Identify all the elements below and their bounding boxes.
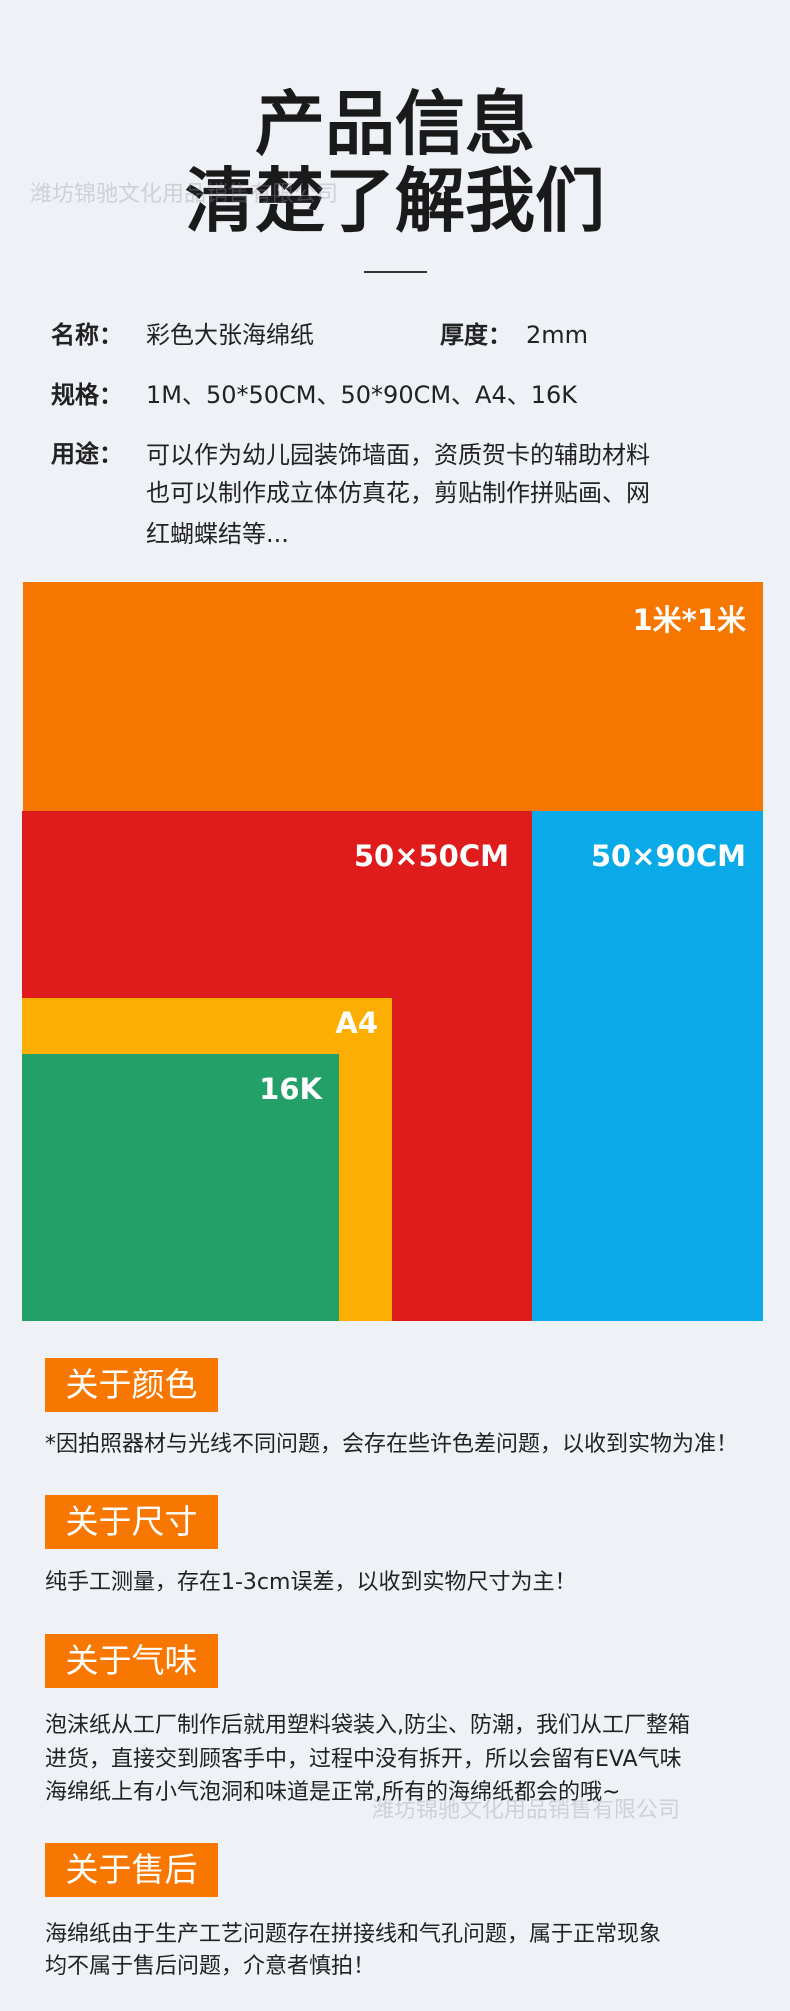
info-label: 用途： (51, 440, 123, 468)
section-text: 进货，直接交到顾客手中，过程中没有拆开，所以会留有EVA气味 (45, 1747, 682, 1772)
title-line: 清楚了解我们 (185, 160, 605, 242)
size-label: 50×50CM (353, 839, 509, 873)
info-value: 可以作为幼儿园装饰墙面，资质贺卡的辅助材料 (146, 441, 650, 469)
info-value: 2mm (526, 321, 589, 349)
size-green (22, 1054, 339, 1321)
info-label: 规格： (51, 381, 123, 409)
title-line: 产品信息 (255, 83, 535, 165)
info-value: 红蝴蝶结等... (146, 520, 289, 548)
section-text: 海绵纸由于生产工艺问题存在拼接线和气孔问题，属于正常现象 (45, 1922, 662, 1947)
info-value: 彩色大张海绵纸 (146, 321, 314, 349)
size-blue (532, 811, 763, 1321)
size-label: 16K (259, 1072, 322, 1106)
section-heading: 关于气味 (45, 1634, 218, 1688)
info-value: 也可以制作成立体仿真花，剪贴制作拼贴画、网 (146, 479, 650, 507)
section-heading: 关于售后 (45, 1843, 218, 1897)
size-label: A4 (335, 1006, 378, 1040)
watermark: 潍坊锦驰文化用品销售有限公司 (30, 182, 339, 207)
info-label: 名称： (51, 321, 123, 349)
size-orange (23, 582, 763, 811)
divider (364, 271, 427, 273)
section-text: *因拍照器材与光线不同问题，会存在些许色差问题，以收到实物为准！ (45, 1432, 739, 1457)
info-label: 厚度： (440, 321, 512, 349)
section-text: 纯手工测量，存在1-3cm误差，以收到实物尺寸为主！ (45, 1570, 577, 1595)
section-heading: 关于颜色 (45, 1358, 218, 1412)
size-label: 1米*1米 (632, 603, 746, 637)
size-label: 50×90CM (590, 839, 746, 873)
section-heading: 关于尺寸 (45, 1495, 218, 1549)
section-text: 海绵纸上有小气泡洞和味道是正常,所有的海绵纸都会的哦~ (45, 1780, 621, 1805)
section-text: 泡沫纸从工厂制作后就用塑料袋装入,防尘、防潮，我们从工厂整箱 (45, 1713, 690, 1738)
info-value: 1M、50*50CM、50*90CM、A4、16K (146, 381, 578, 409)
section-text: 均不属于售后问题，介意者慎拍！ (45, 1954, 376, 1979)
watermark: 潍坊锦驰文化用品销售有限公司 (372, 1798, 681, 1823)
